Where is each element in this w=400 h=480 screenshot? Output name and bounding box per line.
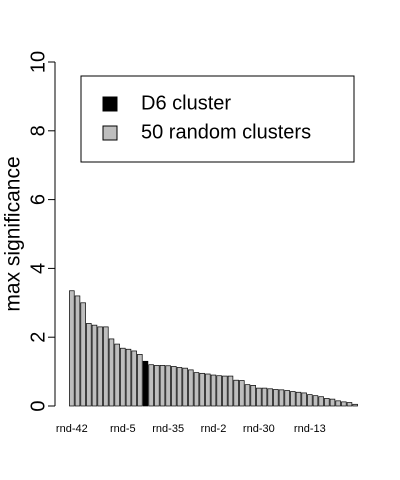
bar	[301, 392, 307, 407]
bar	[346, 402, 353, 407]
bar	[216, 375, 222, 407]
x-tick-label: rnd-13	[294, 423, 326, 435]
bar	[108, 338, 115, 407]
bar	[103, 326, 109, 407]
bar	[290, 391, 296, 407]
bar	[256, 387, 262, 407]
bar	[210, 374, 217, 407]
bar	[244, 384, 251, 407]
x-tick-label: rnd-5	[110, 423, 136, 435]
bar	[335, 400, 341, 407]
bar	[137, 354, 143, 407]
bar	[97, 326, 103, 407]
bar	[148, 364, 154, 407]
y-tick-label: 6	[27, 194, 49, 205]
bar	[352, 403, 358, 407]
legend-label: D6 cluster	[141, 92, 231, 114]
y-tick-label: 10	[27, 51, 49, 73]
bar	[80, 302, 86, 407]
bar	[261, 387, 268, 407]
bar	[312, 395, 319, 407]
bar	[222, 375, 228, 407]
bar	[267, 388, 273, 407]
legend-label: 50 random clusters	[141, 121, 311, 143]
bar	[182, 367, 188, 407]
bar	[318, 396, 324, 407]
bar	[273, 389, 279, 407]
bar	[86, 323, 92, 407]
bar	[329, 398, 336, 407]
bar	[199, 372, 205, 407]
bar	[176, 367, 183, 407]
bar	[69, 290, 75, 407]
legend-swatch	[102, 125, 118, 141]
bar	[233, 379, 239, 407]
bar	[171, 366, 177, 407]
bar	[250, 385, 256, 407]
bar	[324, 398, 330, 407]
x-tick-label: rnd-30	[243, 423, 275, 435]
legend-swatch	[102, 96, 118, 112]
bar	[188, 369, 194, 407]
bar	[307, 394, 313, 407]
bar	[131, 350, 137, 407]
y-tick-label: 8	[27, 125, 49, 136]
bar	[91, 324, 98, 407]
bar	[278, 389, 285, 407]
bar	[193, 372, 200, 407]
bar	[227, 375, 234, 407]
y-tick-label: 0	[27, 400, 49, 411]
bar	[154, 365, 160, 407]
x-tick-label: rnd-35	[152, 423, 184, 435]
bar	[239, 380, 245, 407]
bar	[159, 365, 166, 407]
bar	[295, 391, 302, 407]
bar	[125, 348, 132, 407]
bar	[142, 360, 149, 407]
bar	[341, 401, 347, 407]
y-tick-label: 4	[27, 263, 49, 274]
legend-box	[80, 75, 355, 163]
bar	[284, 390, 290, 407]
bar	[205, 373, 211, 407]
x-tick-label: rnd-42	[56, 423, 88, 435]
y-tick-label: 2	[27, 332, 49, 343]
bar	[120, 347, 126, 407]
x-tick-label: rnd-2	[201, 423, 227, 435]
bar	[114, 343, 120, 407]
bar	[165, 365, 171, 407]
bar	[74, 295, 81, 407]
y-axis-label: max significance	[2, 156, 25, 311]
